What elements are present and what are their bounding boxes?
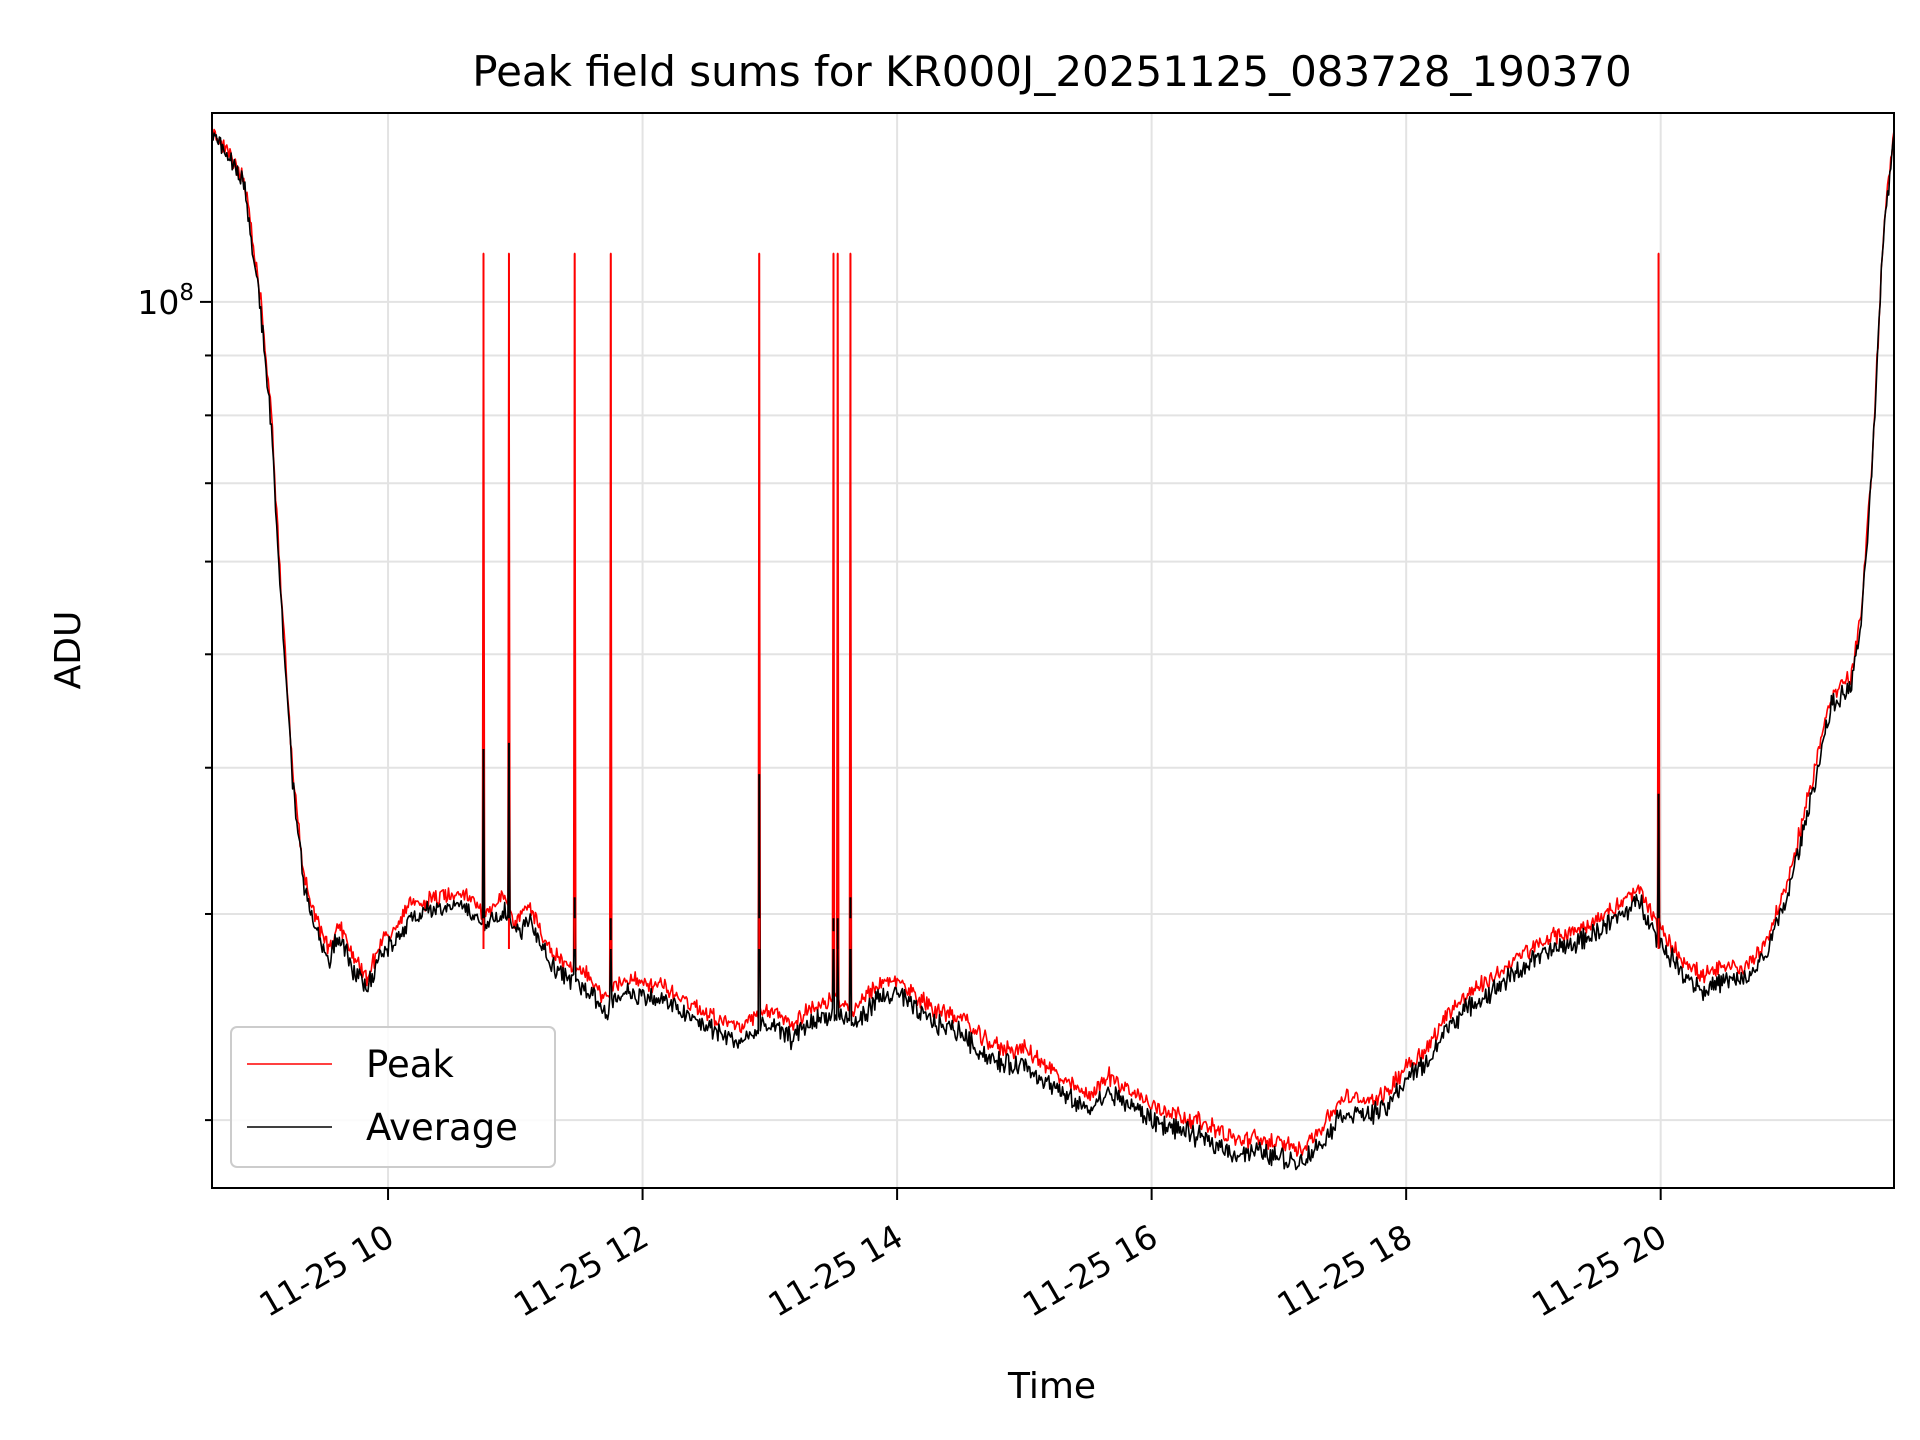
plot-frame xyxy=(211,112,1895,1189)
x-axis-label: Time xyxy=(1007,1366,1096,1407)
legend-box xyxy=(230,1026,556,1168)
series-layer xyxy=(212,127,1894,1171)
y-tick-label: 108 xyxy=(137,280,194,322)
legend: Peak Average xyxy=(230,1026,556,1168)
grid xyxy=(212,113,1894,1188)
series-line-peak xyxy=(212,127,1894,1157)
y-axis-label: ADU xyxy=(48,611,89,690)
legend-label-average: Average xyxy=(366,1106,518,1149)
y-axis: 108 xyxy=(137,280,212,1122)
chart-title: Peak field sums for KR000J_20251125_0837… xyxy=(472,47,1632,96)
legend-label-peak: Peak xyxy=(366,1043,454,1086)
series-line-average xyxy=(212,131,1894,1171)
